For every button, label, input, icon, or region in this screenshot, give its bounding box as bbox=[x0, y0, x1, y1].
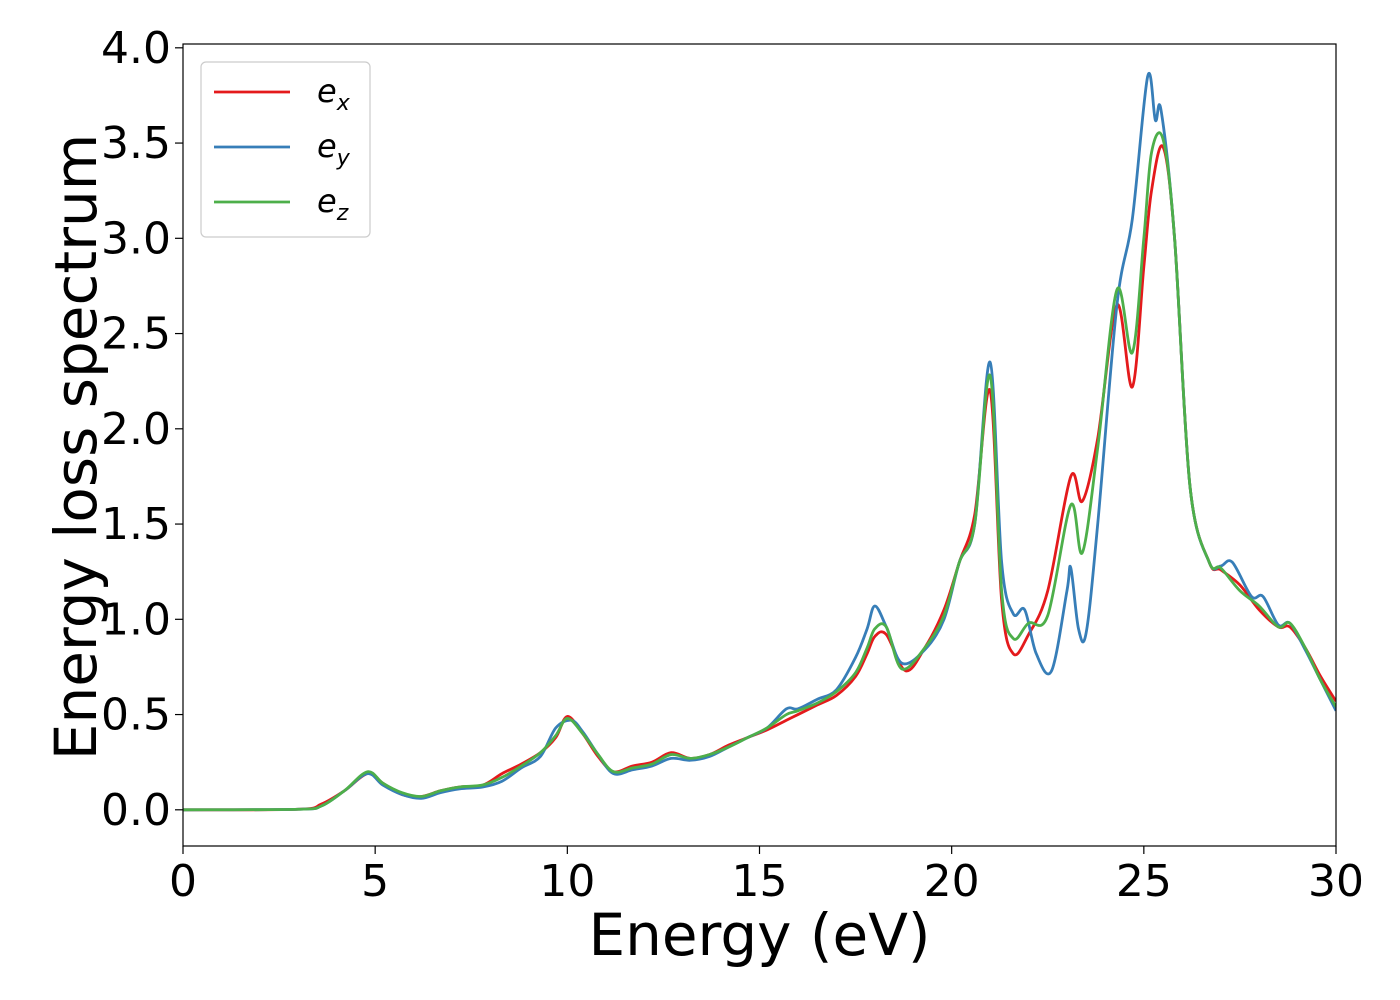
legend-label-y: ey bbox=[317, 127, 351, 171]
legend: ex ey ez bbox=[200, 61, 371, 238]
legend-box bbox=[200, 61, 371, 238]
legend-label-z: ez bbox=[317, 182, 349, 226]
x-tick-label: 20 bbox=[924, 856, 980, 907]
x-tick-label: 15 bbox=[732, 856, 788, 907]
x-tick-label: 0 bbox=[169, 856, 197, 907]
series-layer bbox=[183, 71, 1336, 812]
x-tick-label: 25 bbox=[1116, 856, 1172, 907]
y-tick-label: 1.5 bbox=[101, 499, 171, 550]
y-tick-label: 3.0 bbox=[101, 213, 171, 264]
y-tick-label: 1.0 bbox=[101, 594, 171, 645]
y-tick-label: 2.5 bbox=[101, 309, 171, 360]
legend-label-x: ex bbox=[317, 72, 351, 116]
series-line-e-x bbox=[183, 144, 1336, 812]
series-line-e-z bbox=[183, 131, 1336, 812]
y-tick-label: 0.0 bbox=[101, 785, 171, 836]
y-tick-label: 0.5 bbox=[101, 690, 171, 741]
y-tick-label: 2.0 bbox=[101, 404, 171, 455]
y-tick-label: 4.0 bbox=[101, 23, 171, 74]
x-tick-label: 30 bbox=[1308, 856, 1364, 907]
y-axis-title: Energy loss spectrum bbox=[42, 134, 110, 760]
ticks-layer: 0 5 10 15 20 25 30 0.0 0.5 1.0 1.5 2.0 2.5 3.0 3.5 4.0 bbox=[101, 23, 1364, 907]
x-axis-title: Energy (eV) bbox=[588, 901, 930, 969]
x-tick-label: 10 bbox=[539, 856, 595, 907]
x-tick-label: 5 bbox=[361, 856, 389, 907]
y-tick-label: 3.5 bbox=[101, 118, 171, 169]
